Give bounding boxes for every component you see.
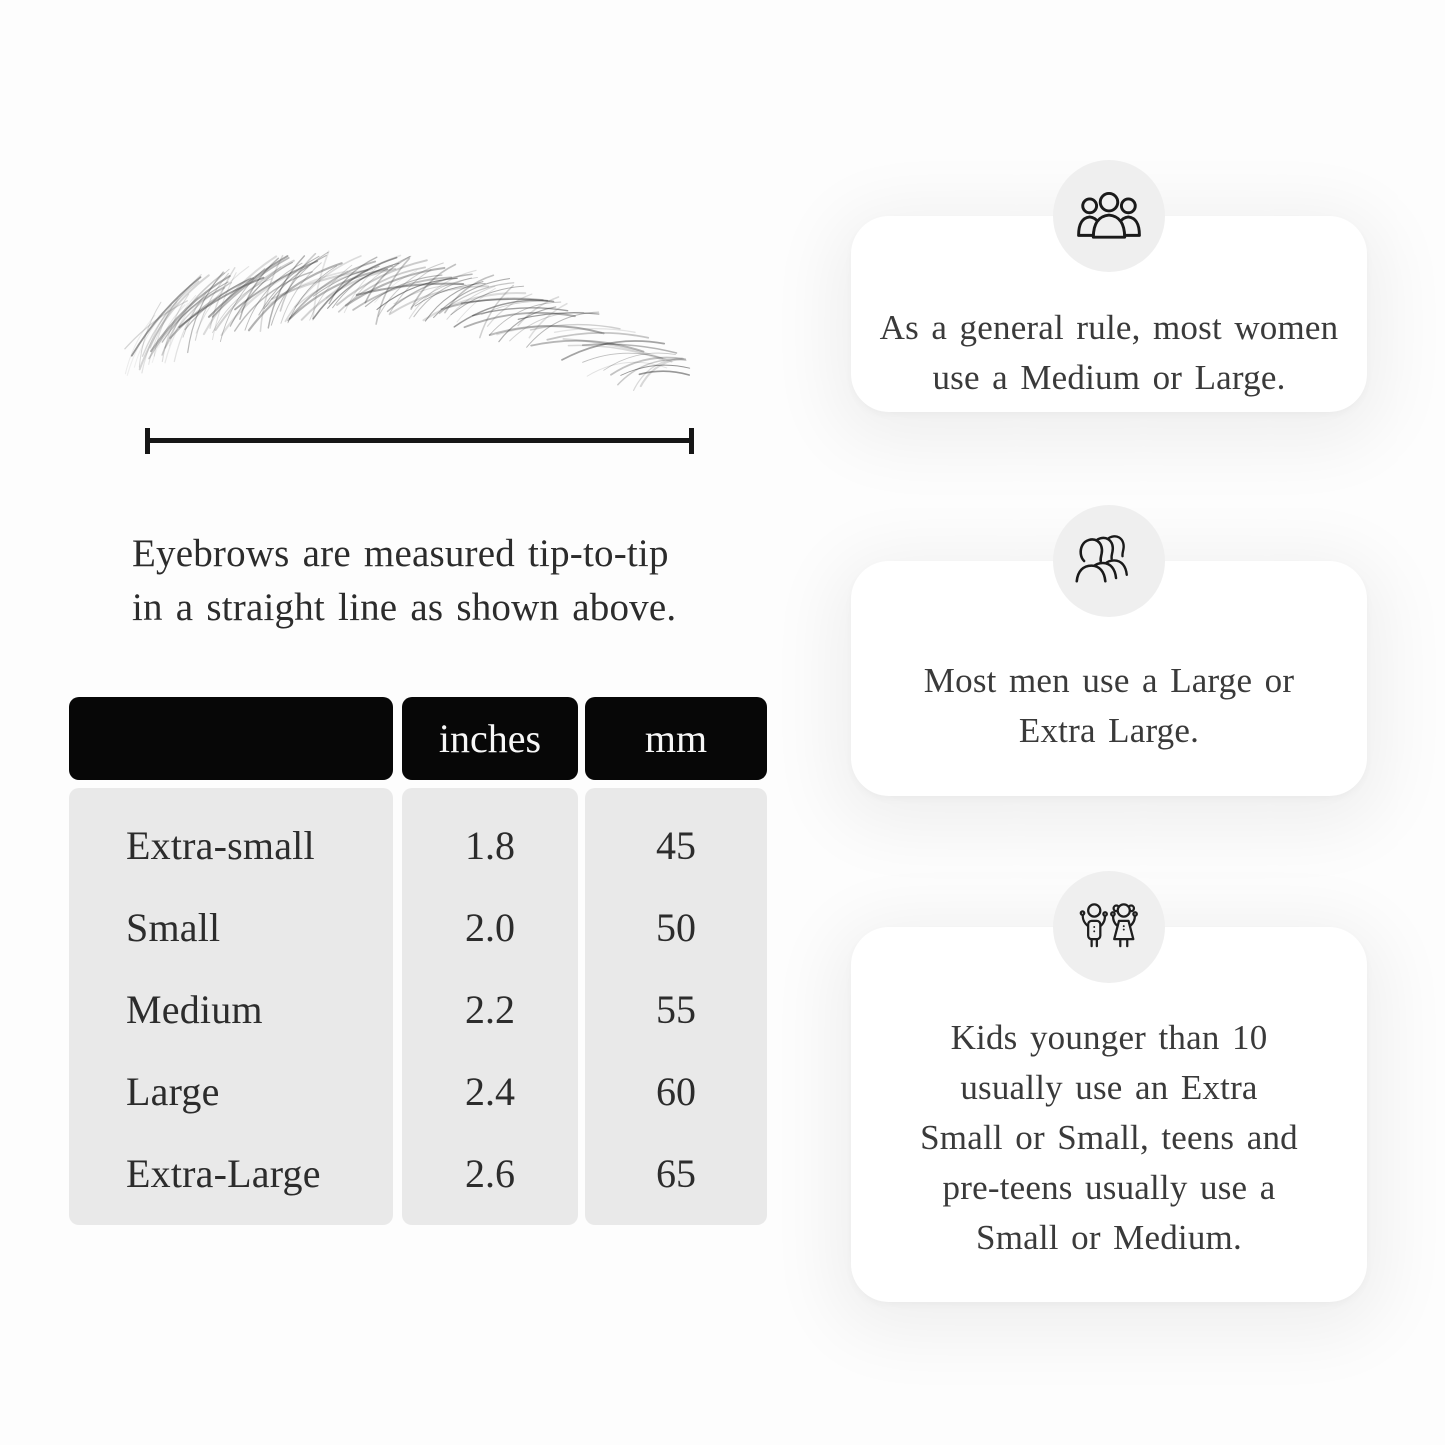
table-body-column-size <box>69 788 393 1225</box>
card-text-line: As a general rule, most women <box>879 308 1339 347</box>
size-table: Extra-small 1.8 45 Small 2.0 50 Medium 2… <box>69 788 767 1225</box>
table-row: Large 2.4 60 <box>69 1050 767 1132</box>
table-row: Small 2.0 50 <box>69 886 767 968</box>
size-label: Extra-Large <box>126 1150 321 1196</box>
mm-value: 55 <box>656 986 696 1032</box>
size-label: Medium <box>126 986 263 1032</box>
inches-value: 2.2 <box>465 986 515 1032</box>
inches-value: 1.8 <box>465 822 515 868</box>
table-body-column-inches <box>402 788 578 1225</box>
icon-badge <box>1053 871 1165 983</box>
card-text-line: Small or Medium. <box>976 1218 1242 1257</box>
card-text-line: pre-teens usually use a <box>942 1168 1276 1207</box>
eyebrow-sketch-icon <box>124 250 691 392</box>
icon-badge <box>1053 160 1165 272</box>
table-header-inches: inches <box>402 697 578 780</box>
size-label: Large <box>126 1068 220 1114</box>
tip-to-tip-measure-line <box>145 428 694 454</box>
caption-line-2: in a straight line as shown above. <box>132 586 677 629</box>
mm-value: 50 <box>656 904 696 950</box>
info-card-men: Most men use a Large or Extra Large. <box>851 505 1367 796</box>
measurement-caption: Eyebrows are measured tip-to-tip in a st… <box>132 527 752 635</box>
inches-value: 2.6 <box>465 1150 515 1196</box>
inches-value: 2.0 <box>465 904 515 950</box>
measure-line-bar <box>145 438 694 443</box>
size-label: Extra-small <box>126 822 315 868</box>
caption-line-1: Eyebrows are measured tip-to-tip <box>132 532 669 575</box>
card-text-line: use a Medium or Large. <box>932 358 1286 397</box>
info-card-kids: Kids younger than 10 usually use an Extr… <box>851 871 1367 1302</box>
size-label: Small <box>126 904 221 950</box>
info-card-women: As a general rule, most women use a Medi… <box>851 160 1367 412</box>
mm-value: 45 <box>656 822 696 868</box>
inches-value: 2.4 <box>465 1068 515 1114</box>
eyebrow-illustration <box>118 244 703 394</box>
card-text-line: Extra Large. <box>1018 711 1200 750</box>
women-group-icon <box>1077 191 1141 239</box>
card-text: Most men use a Large or Extra Large. <box>861 656 1357 756</box>
card-text-line: usually use an Extra <box>960 1068 1258 1107</box>
kids-icon <box>1079 903 1138 948</box>
card-text: Kids younger than 10 usually use an Extr… <box>861 1013 1357 1263</box>
card-text-line: Kids younger than 10 <box>950 1018 1268 1057</box>
table-row: Extra-Large 2.6 65 <box>69 1132 767 1214</box>
card-text-line: Most men use a Large or <box>923 661 1295 700</box>
table-header-mm: mm <box>585 697 767 780</box>
table-row: Extra-small 1.8 45 <box>69 804 767 886</box>
table-header-size <box>69 697 393 780</box>
mm-value: 65 <box>656 1150 696 1196</box>
card-text-line: Small or Small, teens and <box>920 1118 1298 1157</box>
icon-badge <box>1053 505 1165 617</box>
table-row: Medium 2.2 55 <box>69 968 767 1050</box>
card-text: As a general rule, most women use a Medi… <box>861 303 1357 403</box>
mm-value: 60 <box>656 1068 696 1114</box>
men-group-icon <box>1075 535 1128 583</box>
table-body-column-mm <box>585 788 767 1225</box>
measure-line-right-tick <box>689 428 694 454</box>
